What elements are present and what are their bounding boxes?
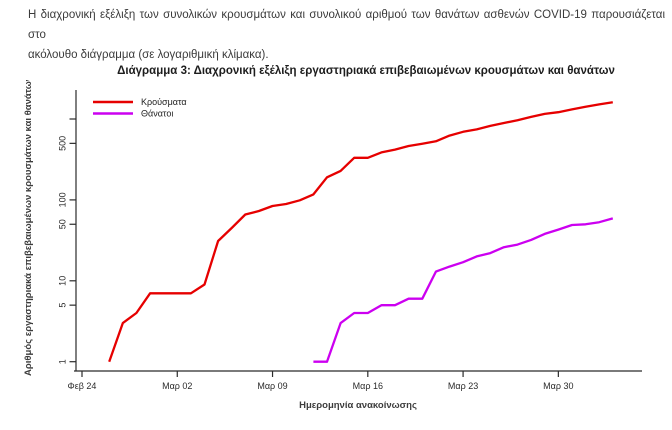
x-tick-label: Μαρ 16 bbox=[353, 381, 383, 391]
legend-label-1: Θάνατοι bbox=[141, 109, 173, 119]
x-tick-label: Μαρ 30 bbox=[543, 381, 573, 391]
x-tick-label: Μαρ 23 bbox=[448, 381, 478, 391]
series-line-0 bbox=[108, 101, 613, 363]
x-tick-label: Φεβ 24 bbox=[68, 381, 97, 391]
chart-area: 1 5 10 50 100 500 Φεβ 24 Μαρ 02 Μαρ 09 Μαρ 16 Μαρ … bbox=[0, 76, 672, 425]
intro-paragraph: Η διαχρονική εξέλιξη των συνολικών κρουσ… bbox=[28, 5, 665, 65]
intro-line-1: Η διαχρονική εξέλιξη των συνολικών κρουσ… bbox=[28, 9, 665, 41]
legend-label-0: Κρούσματα bbox=[141, 97, 187, 107]
series-line-1 bbox=[313, 217, 614, 363]
y-tick-label: 5 bbox=[57, 303, 67, 308]
y-tick-label: 50 bbox=[57, 219, 67, 229]
y-tick-label: 1 bbox=[57, 359, 67, 364]
y-axis-title: Αριθμός εργαστηριακά επιβεβαιωμένων κρου… bbox=[23, 80, 34, 376]
chart-caption: Διάγραμμα 3: Διαχρονική εξέλιξη εργαστηρ… bbox=[117, 65, 615, 77]
intro-line-2: ακόλουθο διάγραμμα (σε λογαριθμική κλίμα… bbox=[28, 49, 269, 61]
x-axis-title: Ημερομηνία ανακοίνωσης bbox=[299, 400, 417, 411]
chart-svg: 1 5 10 50 100 500 Φεβ 24 Μαρ 02 Μαρ 09 Μαρ 16 Μαρ … bbox=[23, 76, 642, 411]
y-tick-label: 500 bbox=[57, 136, 67, 151]
y-tick-label: 100 bbox=[57, 192, 67, 207]
y-tick-label: 10 bbox=[57, 276, 67, 286]
x-tick-label: Μαρ 02 bbox=[162, 381, 192, 391]
x-tick-label: Μαρ 09 bbox=[257, 381, 287, 391]
